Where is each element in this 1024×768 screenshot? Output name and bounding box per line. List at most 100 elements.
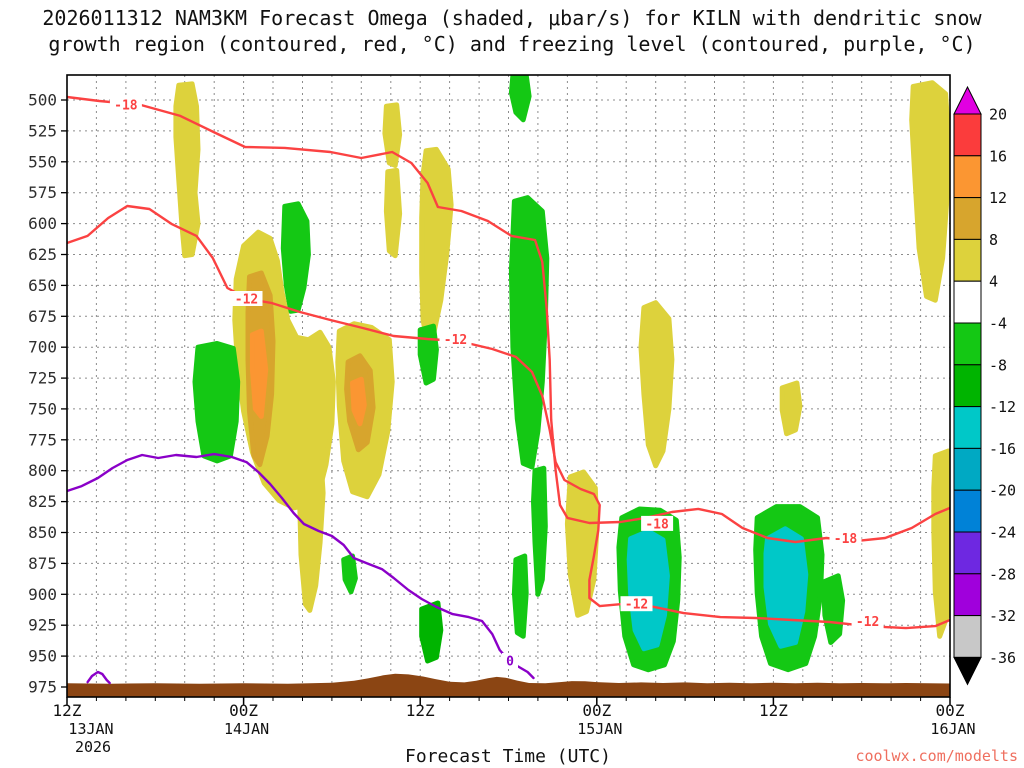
omega-region-yellow-h40-midlevel	[638, 300, 675, 469]
omega-region-yellow-h22-mid	[383, 167, 403, 259]
colorbar-value-label: -20	[989, 482, 1016, 500]
pressure-tick-label: 900	[28, 585, 57, 604]
omega-region-deep-orange-core-second	[350, 376, 367, 427]
time-tick-label: 00Z	[582, 701, 611, 720]
terrain-profile	[67, 673, 950, 697]
terrain-layer	[67, 673, 950, 697]
contour-labels: -18 -18 -18 -12 -12 -12 -12 0	[109, 96, 884, 670]
colorbar-value-label: -36	[989, 649, 1016, 667]
colorbar-segment	[953, 531, 982, 575]
pressure-tick-label: 675	[28, 307, 57, 326]
omega-region-yellow-h25-elongated	[419, 146, 454, 348]
pressure-tick-label: 825	[28, 492, 57, 511]
omega-region-green-tail	[531, 465, 548, 597]
colorbar-value-label: 8	[989, 231, 998, 249]
contour-freezing-level-0	[67, 452, 535, 680]
x-axis-title: Forecast Time (UTC)	[405, 746, 611, 767]
colorbar-value-label: 12	[989, 189, 1007, 207]
contour-label: -18	[645, 517, 669, 532]
pressure-tick-label: 700	[28, 338, 57, 357]
chart-title-line1: 2026011312 NAM3KM Forecast Omega (shaded…	[42, 6, 982, 30]
time-tick-label: 00Z	[936, 701, 965, 720]
pressure-tick-label: 750	[28, 399, 57, 418]
omega-region-deep-orange-core-left	[249, 328, 269, 419]
colorbar-segment	[953, 615, 982, 658]
omega-region-green-small-h24	[417, 323, 439, 386]
colorbar-segment	[953, 447, 982, 491]
contour-label-bg	[439, 331, 472, 347]
pressure-tick-label: 850	[28, 523, 57, 542]
date-label: 14JAN	[224, 720, 269, 738]
pressure-tick-label: 550	[28, 152, 57, 171]
contour-label: 0	[506, 655, 514, 670]
omega-region-yellow-descender	[297, 427, 326, 613]
colorbar-segment	[953, 322, 982, 366]
pressure-tick-label: 775	[28, 430, 57, 449]
colorbar-arrow-top	[953, 85, 982, 115]
omega-region-green-top-center	[508, 75, 532, 123]
omega-region-yellow-small-h49	[779, 380, 803, 437]
colorbar-value-label: 16	[989, 147, 1007, 165]
omega-region-green-tall-column	[508, 195, 550, 470]
omega-region-teal-core-day15a	[626, 528, 670, 652]
colorbar-segment	[953, 364, 982, 408]
colorbar-value-label: -28	[989, 565, 1016, 583]
watermark-link[interactable]: coolwx.com/modelts	[855, 747, 1018, 765]
colorbar-value-label: -12	[989, 398, 1016, 416]
contour-label: -18	[114, 98, 138, 113]
omega-region-green-h15-strip	[280, 201, 311, 314]
omega-region-yellow-right-lower	[931, 448, 950, 639]
colorbar-value-label: 20	[989, 106, 1007, 124]
axis-ticks-and-labels: 500 525 550 575 600 625 650 675 700 725 750 775 800 8…	[28, 91, 975, 757]
pressure-tick-label: 525	[28, 121, 57, 140]
contour-label: -12	[444, 333, 467, 348]
omega-region-teal-core-day15b	[763, 526, 809, 649]
colorbar-value-label: -8	[989, 356, 1007, 374]
colorbar-segment	[953, 238, 982, 282]
contour-label-bg	[230, 291, 263, 306]
contour-label: -12	[235, 293, 258, 308]
omega-region-yellow-topleft-column	[173, 81, 201, 259]
colorbar-segment	[953, 155, 982, 199]
omega-shading	[173, 75, 950, 673]
colorbar-value-label: -32	[989, 607, 1016, 625]
pressure-tick-label: 650	[28, 276, 57, 295]
colorbar-value-label: -24	[989, 524, 1016, 542]
pressure-tick-label: 600	[28, 214, 57, 233]
time-tick-label: 12Z	[759, 701, 788, 720]
contour-label-bg	[829, 530, 862, 546]
pressure-tick-label: 925	[28, 616, 57, 635]
pressure-tick-label: 875	[28, 554, 57, 573]
contour-freezing-level-0-surface	[86, 670, 111, 685]
date-label: 13JAN	[68, 720, 113, 738]
pressure-tick-label: 800	[28, 461, 57, 480]
pressure-tick-label: 625	[28, 245, 57, 264]
pressure-tick-label: 725	[28, 369, 57, 388]
contour-label: -12	[625, 598, 648, 613]
colorbar-arrow-bottom	[953, 656, 982, 686]
contour-lines	[67, 95, 950, 685]
omega-region-green-bottom-h24	[419, 600, 444, 664]
colorbar: 20 16 12 8 4 -4 -8 -12 -16 -20 -24 -28 -32 -36	[953, 85, 1016, 686]
contour-label-bg	[851, 613, 884, 629]
omega-region-green-thin-h31	[511, 553, 529, 639]
contour-label: -12	[856, 615, 879, 630]
colorbar-value-label: -16	[989, 440, 1016, 458]
contour-dendritic-snow-minus18	[67, 95, 950, 544]
colorbar-segment	[953, 573, 982, 617]
contour-dendritic-snow-minus12	[67, 204, 950, 630]
colorbar-segment	[953, 406, 982, 449]
colorbar-segment	[953, 489, 982, 533]
contour-label-bg	[641, 515, 674, 531]
pressure-tick-label: 500	[28, 91, 57, 110]
year-label: 2026	[75, 738, 111, 756]
colorbar-segment	[953, 280, 982, 324]
omega-region-green-tiny-h19	[341, 553, 358, 595]
pressure-tick-label: 575	[28, 183, 57, 202]
contour-label: -18	[834, 532, 858, 547]
contour-label-bg	[109, 96, 142, 112]
contour-label-bg	[502, 653, 518, 668]
omega-region-yellow-h22-upper	[382, 102, 403, 168]
